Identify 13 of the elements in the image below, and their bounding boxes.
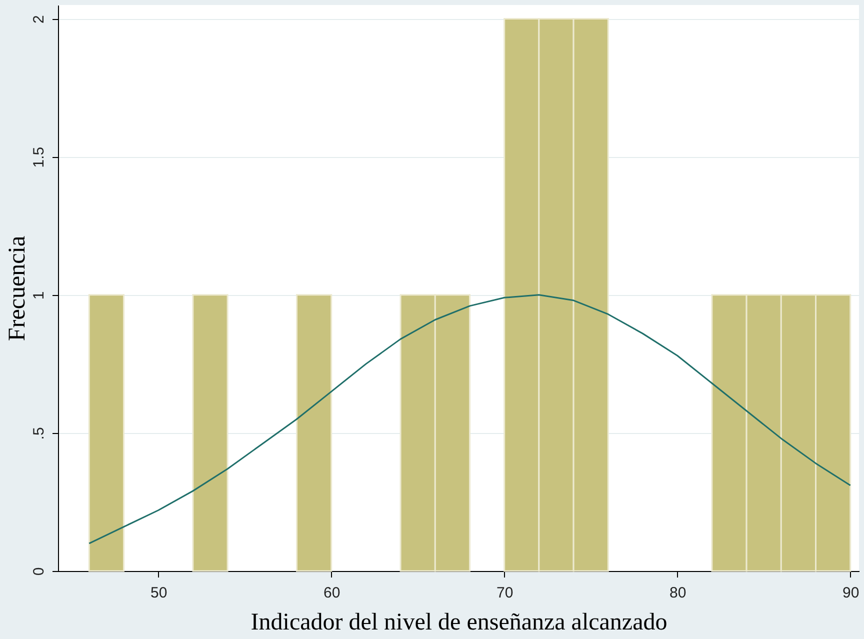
y-tick-label: 2 (30, 15, 48, 24)
line-series (88, 294, 852, 544)
x-tick-label: 60 (324, 584, 340, 602)
y-tick-label: 1.5 (30, 146, 48, 168)
y-tick-label: 1 (30, 291, 48, 300)
x-tick-label: 90 (842, 584, 860, 602)
x-axis-title: Indicador del nivel de enseñanza alcanzado (250, 610, 668, 636)
y-axis-title: Frecuencia (4, 236, 30, 342)
x-tick-label: 70 (496, 584, 514, 602)
y-tick-label: .5 (30, 427, 48, 440)
y-tick-label: 0 (30, 567, 48, 576)
x-tick-label: 50 (150, 584, 168, 602)
x-tick-label: 80 (670, 584, 686, 602)
